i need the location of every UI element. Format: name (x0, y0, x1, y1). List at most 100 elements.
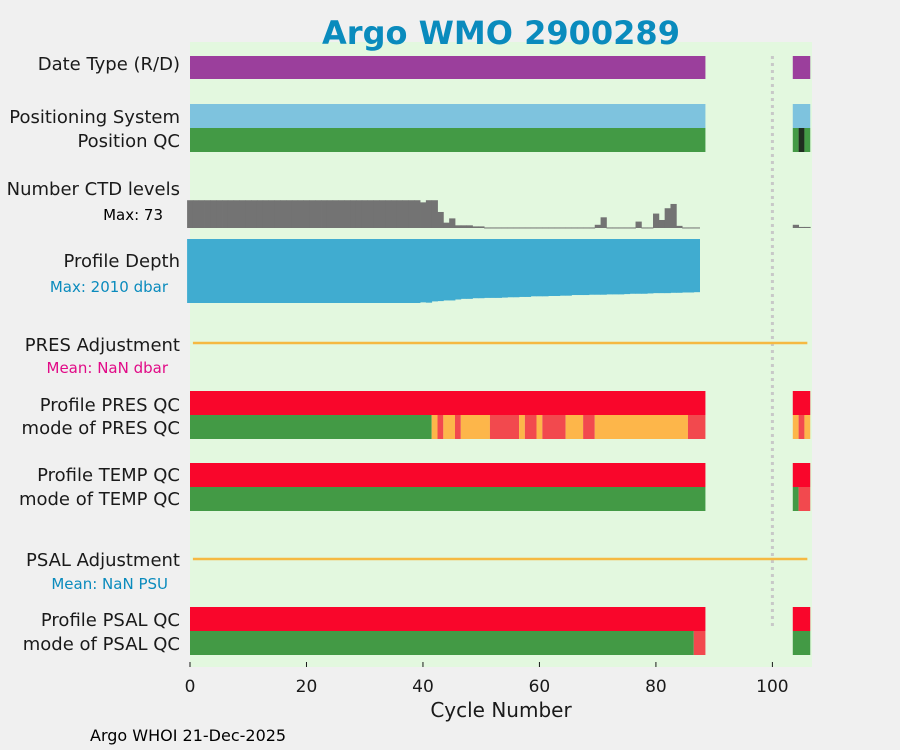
mode-pres-qc-segment (443, 415, 455, 439)
ctd-level-bar (321, 200, 328, 228)
profile-depth-bar (600, 239, 607, 295)
ctd-levels-max: Max: 73 (103, 206, 163, 224)
mode-pres-qc-segment (792, 415, 799, 439)
label-pres-adjustment: PRES Adjustment (25, 335, 180, 356)
ctd-level-bar (623, 227, 631, 229)
profile-depth-bar (192, 239, 200, 303)
mode-pres-qc-segment (524, 415, 537, 439)
profile-depth-bar (256, 239, 264, 303)
ctd-level-bar (309, 200, 316, 228)
ctd-level-bar (344, 200, 351, 228)
label-mode-temp-qc: mode of TEMP QC (19, 489, 180, 510)
profile-depth-bar (326, 239, 334, 303)
position-qc-segment (798, 128, 805, 152)
ctd-level-bar (489, 227, 497, 229)
profile-depth-bar (693, 239, 700, 293)
profile-temp-qc-segment (190, 463, 706, 487)
profile-depth-bar (449, 239, 456, 301)
label-profile-temp-qc: Profile TEMP QC (37, 465, 180, 486)
ctd-level-bar (373, 200, 380, 228)
profile-depth-bar (303, 239, 310, 303)
ctd-level-bar (379, 200, 386, 228)
ctd-level-bar (519, 227, 526, 229)
label-positioning-system: Positioning System (9, 107, 180, 128)
ctd-level-bar (210, 200, 217, 228)
profile-depth-bar (443, 239, 450, 301)
profile-depth-bar (350, 239, 357, 303)
mode-pres-qc-segment (687, 415, 706, 439)
profile-depth-bar (536, 239, 543, 297)
mode-pres-qc-segment (583, 415, 595, 439)
profile-depth-bar (559, 239, 567, 296)
profile-psal-qc-segment (190, 607, 706, 631)
profile-depth-bar (553, 239, 561, 296)
profile-depth-bar (361, 239, 369, 303)
profile-depth-bar (513, 239, 520, 298)
profile-depth-bar (402, 239, 409, 303)
profile-depth-bar (385, 239, 392, 303)
x-axis-label: Cycle Number (430, 698, 572, 722)
mode-pres-qc-segment (536, 415, 543, 439)
ctd-level-bar (629, 227, 636, 229)
ctd-level-bar (251, 200, 258, 228)
mode-psal-qc-segment (792, 631, 811, 655)
profile-depth-bar (297, 239, 304, 303)
label-profile-psal-qc: Profile PSAL QC (41, 610, 180, 631)
mode-pres-qc-segment (489, 415, 520, 439)
profile-depth-bar (577, 239, 584, 296)
ctd-level-bar (606, 227, 613, 229)
profile-depth-bar (321, 239, 328, 303)
ctd-level-bar (355, 200, 363, 228)
profile-depth-bar (425, 239, 433, 303)
profile-depth-bar (210, 239, 217, 303)
profile-depth-bar (216, 239, 223, 303)
profile-depth-bar (524, 239, 532, 297)
footer-credit: Argo WHOI 21-Dec-2025 (90, 726, 286, 745)
x-tick-label: 0 (185, 677, 196, 697)
ctd-level-bar (187, 200, 194, 228)
profile-depth-bar (623, 239, 631, 295)
profile-temp-qc-segment (792, 463, 811, 487)
ctd-level-bar (658, 219, 666, 228)
profile-depth-bar (478, 239, 485, 299)
profile-depth-max: Max: 2010 dbar (50, 278, 169, 296)
ctd-level-bar (332, 200, 339, 228)
x-tick-label: 40 (412, 677, 434, 697)
ctd-level-bar (315, 200, 322, 228)
mode-temp-qc-segment (792, 487, 799, 511)
ctd-level-bar (524, 227, 532, 229)
ctd-level-bar (513, 227, 520, 229)
label-psal-adjustment: PSAL Adjustment (26, 550, 180, 571)
profile-depth-bar (629, 239, 636, 294)
ctd-level-bar (274, 200, 281, 228)
label-ctd-levels: Number CTD levels (7, 179, 180, 200)
profile-depth-bar (583, 239, 590, 296)
ctd-level-bar (530, 227, 537, 229)
profile-depth-bar (472, 239, 479, 299)
profile-depth-bar (233, 239, 240, 303)
profile-depth-bar (414, 239, 421, 303)
profile-depth-bar (222, 239, 229, 303)
ctd-level-bar (227, 200, 235, 228)
ctd-level-bar (402, 200, 409, 228)
ctd-level-bar (222, 200, 229, 228)
date-type-segment (190, 56, 706, 79)
ctd-level-bar (460, 225, 468, 228)
ctd-level-bar (804, 226, 811, 228)
mode-pres-qc-segment (454, 415, 461, 439)
mode-pres-qc-segment (565, 415, 584, 439)
profile-depth-bar (542, 239, 549, 297)
profile-depth-bar (606, 239, 613, 295)
profile-depth-bar (367, 239, 374, 303)
ctd-level-bar (670, 203, 677, 228)
profile-depth-bar (437, 239, 444, 302)
ctd-level-bar (338, 200, 345, 228)
x-tick-label: 20 (296, 677, 318, 697)
pres-adjustment-mean: Mean: NaN dbar (47, 359, 169, 377)
profile-depth-bar (291, 239, 299, 303)
ctd-level-bar (501, 227, 508, 229)
ctd-level-bar (577, 227, 584, 229)
ctd-level-bar (443, 222, 450, 228)
ctd-level-bar (367, 200, 374, 228)
